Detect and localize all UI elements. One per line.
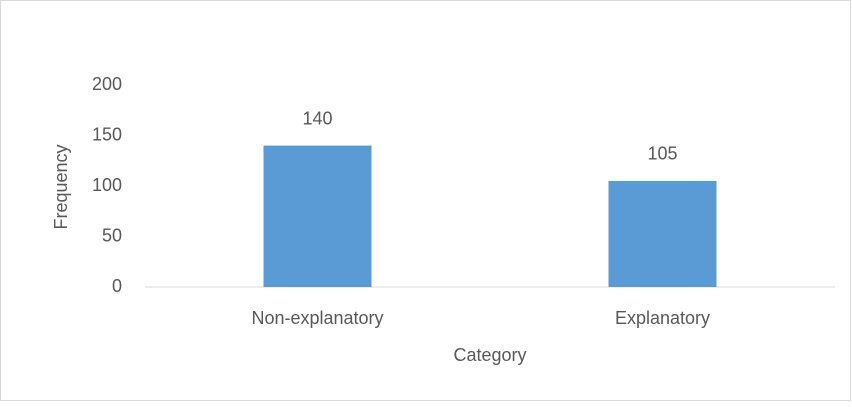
x-tick-label: Non-explanatory	[251, 308, 383, 328]
bar	[263, 145, 372, 287]
y-tick-label: 200	[92, 74, 122, 94]
y-axis-title: Frequency	[51, 144, 71, 229]
y-tick-label: 0	[112, 276, 122, 296]
x-axis-title: Category	[453, 345, 526, 365]
y-tick-label: 150	[92, 124, 122, 144]
bar	[608, 180, 717, 287]
data-label: 105	[647, 144, 677, 164]
y-tick-label: 100	[92, 175, 122, 195]
x-tick-label: Explanatory	[615, 308, 710, 328]
data-label: 140	[302, 108, 332, 128]
y-tick-label: 50	[102, 225, 122, 245]
